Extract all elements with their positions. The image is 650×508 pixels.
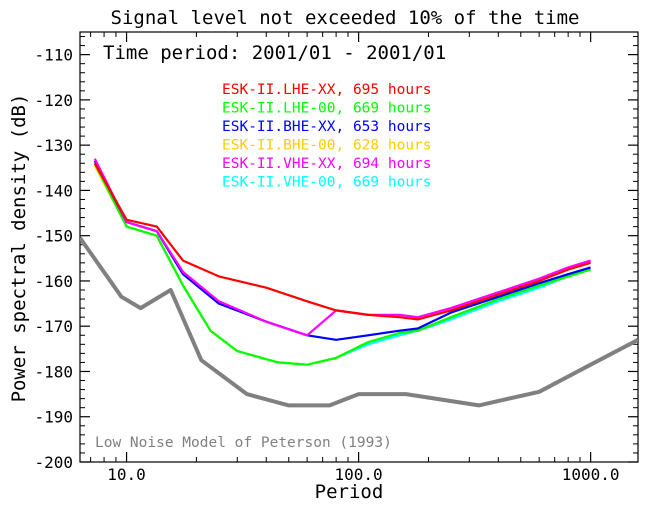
y-tick-label: -110 <box>34 46 73 65</box>
y-tick-label: -140 <box>34 181 73 200</box>
x-axis-label: Period <box>315 481 384 503</box>
chart-title: Signal level not exceeded 10% of the tim… <box>111 7 580 29</box>
y-tick-label: -130 <box>34 136 73 155</box>
legend-entry-3: ESK-II.BHE-00, 628 hours <box>222 138 432 154</box>
series-line-0 <box>93 162 591 321</box>
y-axis-label: Power spectral density (dB) <box>8 94 30 403</box>
plot-area: -200 -190 -180 -170 -160 -150 -140 -130 -120 -110… <box>34 31 639 484</box>
series-line-1 <box>93 162 591 366</box>
chart-subtitle: Time period: 2001/01 - 2001/01 <box>103 42 446 64</box>
y-tick-label: -160 <box>34 272 73 291</box>
legend-entry-5: ESK-II.VHE-00, 669 hours <box>222 175 432 191</box>
x-tick-label: 10.0 <box>107 465 146 484</box>
legend-entry-2: ESK-II.BHE-XX, 653 hours <box>222 119 432 135</box>
series-line-6 <box>80 236 638 408</box>
y-tick-label: -150 <box>34 227 73 246</box>
low-noise-model-annotation: Low Noise Model of Peterson (1993) <box>95 435 392 451</box>
series-line-3 <box>93 164 591 366</box>
x-tick-label: 1000.0 <box>562 465 620 484</box>
legend-entry-4: ESK-II.VHE-XX, 694 hours <box>222 156 432 172</box>
series-line-5 <box>93 162 591 366</box>
y-tick-label: -200 <box>34 453 73 472</box>
y-tick-label: -190 <box>34 408 73 427</box>
legend-entry-1: ESK-II.LHE-00, 669 hours <box>222 101 432 117</box>
x-tick-label: 100.0 <box>335 465 383 484</box>
y-tick-label: -120 <box>34 91 73 110</box>
y-tick-label: -180 <box>34 362 73 381</box>
y-tick-label: -170 <box>34 317 73 336</box>
legend-entry-0: ESK-II.LHE-XX, 695 hours <box>222 82 432 98</box>
